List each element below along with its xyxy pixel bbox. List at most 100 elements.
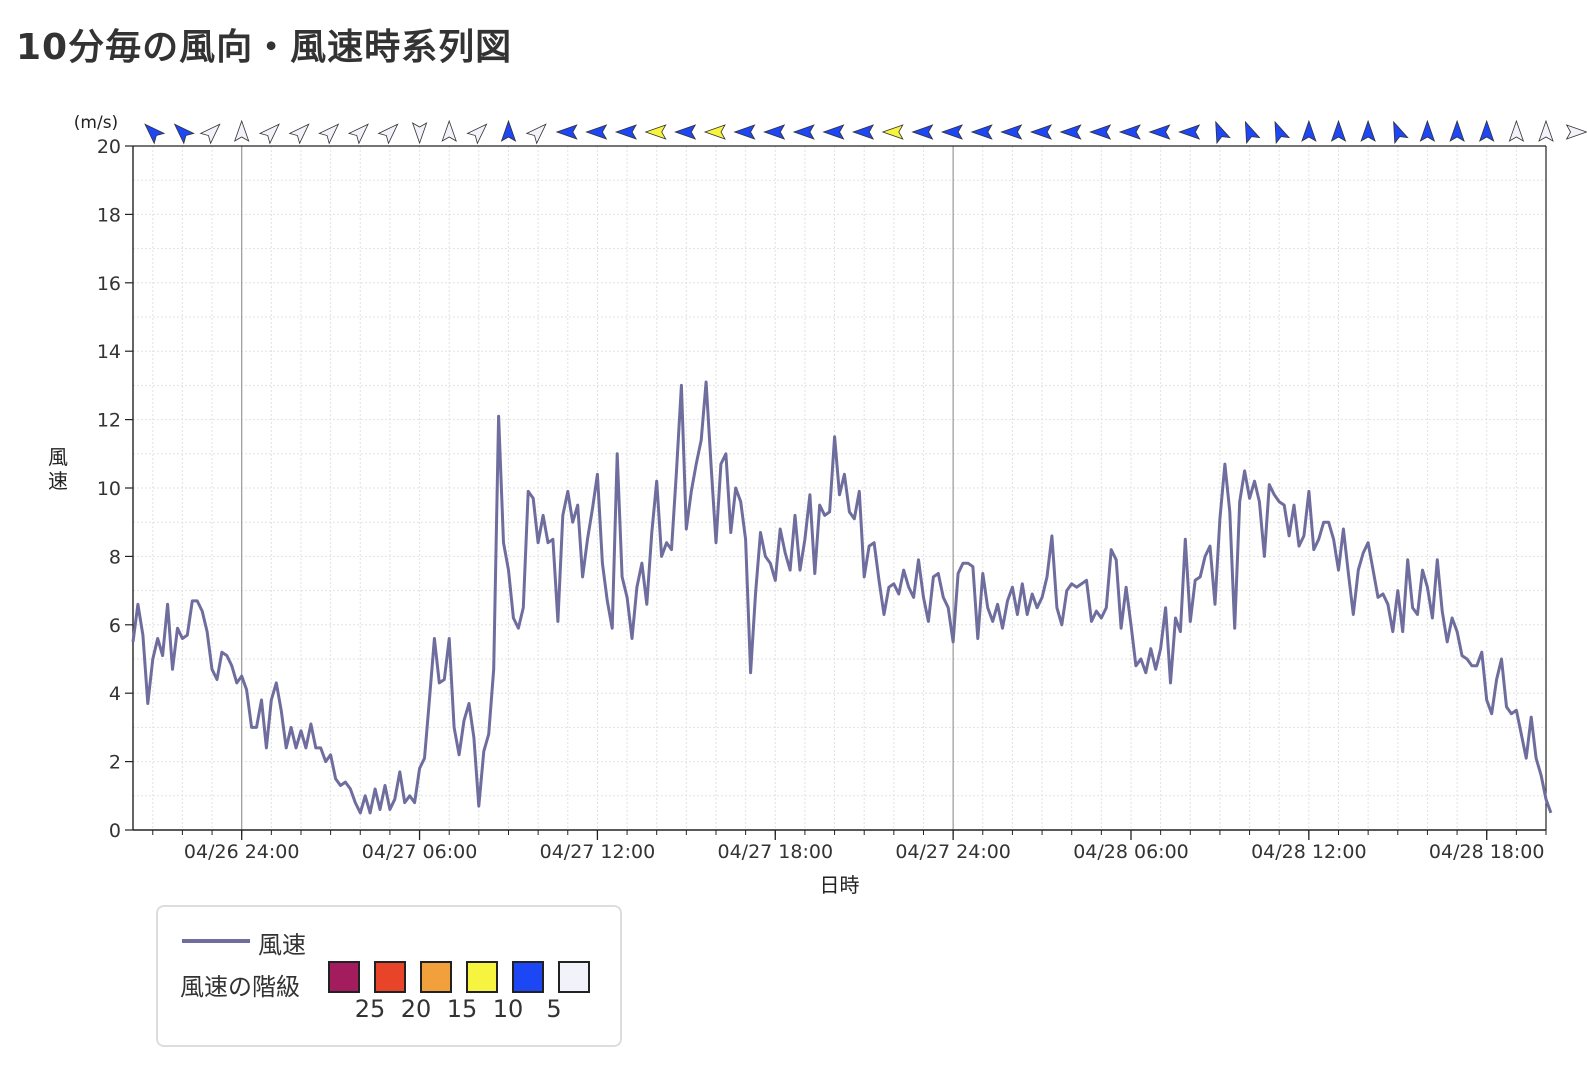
wind-barb-arrow: [1478, 119, 1495, 142]
wind-barb-arrow: [940, 124, 963, 140]
x-tick-label: 04/28 12:00: [1251, 841, 1367, 863]
legend-swatch-15: [420, 961, 452, 993]
legend-class-label: 15: [446, 995, 478, 1023]
wind-barb: [970, 124, 993, 140]
wind-barb-arrow: [1118, 124, 1141, 140]
wind-barb-arrow: [441, 119, 457, 142]
wind-barb-arrow: [318, 123, 340, 145]
y-axis-title: 風: [48, 445, 68, 469]
y-tick-label: 20: [97, 136, 121, 158]
wind-barb: [1178, 124, 1201, 140]
y-tick-label: 8: [109, 546, 121, 568]
wind-barb: [377, 123, 399, 145]
wind-barb: [1274, 120, 1291, 145]
wind-barb: [318, 123, 340, 145]
wind-barb: [1089, 124, 1112, 140]
wind-barb: [555, 124, 578, 140]
wind-barb: [1508, 119, 1525, 142]
wind-barb-arrow: [288, 123, 310, 145]
y-axis-title: 速: [48, 469, 68, 493]
wind-barb-arrow: [1538, 119, 1554, 142]
wind-speed-line: [131, 380, 1553, 815]
wind-barb-arrow: [763, 124, 786, 140]
wind-barb-arrow: [1274, 120, 1291, 145]
wind-barb-arrow: [1565, 124, 1587, 140]
wind-barb: [441, 119, 457, 142]
y-unit-label: (m/s): [74, 113, 118, 133]
wind-barb-arrow: [644, 124, 667, 140]
legend-swatch-5: [512, 961, 544, 993]
wind-barb: [585, 124, 608, 140]
wind-barb: [1419, 119, 1436, 142]
x-tick-label: 04/28 18:00: [1429, 841, 1545, 863]
wind-barb: [466, 123, 488, 145]
wind-barb-arrow: [1244, 120, 1261, 145]
legend-swatch-0: [558, 961, 590, 993]
wind-barb: [851, 124, 875, 140]
wind-barb: [1118, 124, 1141, 140]
wind-barb-arrow: [377, 123, 399, 145]
legend-class-label: 5: [546, 995, 562, 1023]
x-tick-label: 04/28 06:00: [1073, 841, 1189, 863]
wind-barb-arrow: [970, 124, 993, 140]
wind-barb-arrow: [1360, 119, 1376, 142]
wind-barb-arrow: [144, 123, 166, 145]
wind-barb: [1000, 124, 1023, 140]
wind-barb: [881, 124, 904, 140]
legend-scale-label: 風速の階級: [180, 973, 300, 1001]
wind-barb: [173, 123, 195, 145]
y-tick-label: 14: [97, 341, 121, 363]
y-tick-label: 12: [97, 410, 121, 432]
wind-barb-arrow: [1330, 119, 1347, 142]
wind-barb-arrow: [703, 124, 726, 140]
wind-barb: [1449, 119, 1465, 142]
wind-barb: [644, 124, 667, 140]
x-tick-label: 04/27 12:00: [540, 841, 656, 863]
legend-series-label: 風速: [258, 931, 306, 959]
wind-barb: [1330, 119, 1347, 142]
x-tick-label: 04/27 06:00: [362, 841, 478, 863]
legend-line-swatch: [182, 939, 250, 943]
wind-barb-arrow: [500, 119, 517, 142]
wind-barb-arrow: [792, 124, 815, 140]
wind-barb-arrow: [199, 123, 221, 145]
wind-barb-arrow: [1089, 124, 1112, 140]
x-tick-label: 04/27 18:00: [717, 841, 833, 863]
y-tick-label: 18: [97, 204, 121, 226]
wind-barb: [1215, 120, 1231, 145]
wind-barb-arrow: [258, 123, 280, 145]
wind-barb: [347, 123, 369, 145]
wind-barb-arrow: [1449, 119, 1465, 142]
y-tick-label: 6: [109, 615, 121, 637]
wind-barb: [614, 124, 637, 140]
wind-barb-arrow: [233, 119, 250, 142]
y-tick-label: 16: [97, 273, 121, 295]
wind-barb-arrow: [1148, 124, 1171, 140]
wind-barb-arrow: [1059, 124, 1082, 140]
legend-swatch-10: [466, 961, 498, 993]
wind-barb: [1059, 124, 1082, 140]
wind-barb: [525, 123, 547, 145]
wind-barb: [1360, 119, 1376, 142]
wind-chart: 0 2 4 6 8 10 12 14 16 18 20 04/26 24:00 04/27 06:00 0…: [48, 113, 1587, 897]
legend-swatch-25: [328, 961, 360, 993]
wind-barb-arrow: [411, 122, 428, 145]
wind-barb-arrow: [1000, 124, 1023, 140]
wind-barb: [288, 123, 310, 145]
wind-barb: [911, 124, 934, 140]
wind-barb: [1148, 124, 1171, 140]
page-title: 10分毎の風向・風速時系列図: [16, 27, 513, 68]
legend-class-label: 25: [354, 995, 386, 1023]
y-tick-label: 0: [109, 820, 121, 842]
wind-barb: [792, 124, 815, 140]
wind-barb: [822, 124, 845, 140]
wind-barb: [1393, 120, 1409, 145]
wind-barb-arrow: [1215, 120, 1231, 145]
wind-barb-arrow: [1393, 120, 1409, 145]
wind-barb-arrow: [1301, 119, 1317, 142]
wind-barb: [1301, 119, 1317, 142]
wind-barb-arrow: [733, 124, 756, 140]
wind-barb: [258, 123, 280, 145]
wind-barb-arrow: [1029, 124, 1052, 140]
legend: 風速 風速の階級 25 20 15 10 5: [156, 905, 622, 1047]
